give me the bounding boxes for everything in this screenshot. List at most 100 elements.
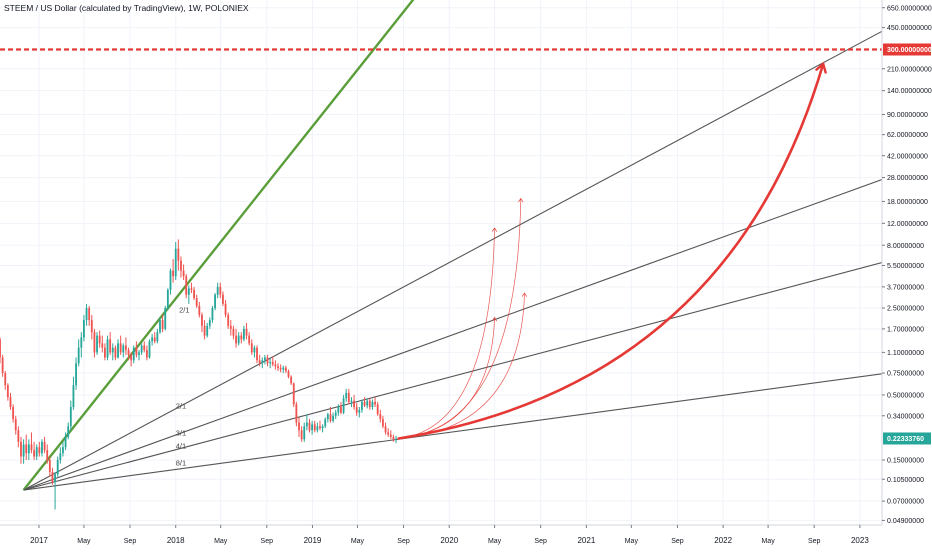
candle-body[interactable]: [277, 366, 279, 369]
candle-body[interactable]: [279, 368, 282, 370]
candle-body[interactable]: [216, 286, 219, 295]
candle-body[interactable]: [298, 422, 300, 431]
candle-body[interactable]: [295, 404, 298, 423]
candle-body[interactable]: [145, 349, 148, 358]
candle-body[interactable]: [190, 288, 193, 290]
projection-main-arrow[interactable]: [397, 62, 825, 440]
candle-body[interactable]: [266, 357, 269, 364]
candle-body[interactable]: [67, 426, 70, 437]
candle-body[interactable]: [140, 345, 143, 353]
candle-body[interactable]: [14, 419, 17, 431]
candle-body[interactable]: [274, 364, 277, 367]
candle-body[interactable]: [127, 349, 130, 355]
candle-body[interactable]: [326, 414, 329, 420]
candle-body[interactable]: [240, 335, 243, 340]
candle-body[interactable]: [62, 447, 64, 454]
candle-body[interactable]: [261, 360, 264, 364]
candle-body[interactable]: [334, 412, 337, 416]
candle-body[interactable]: [389, 434, 392, 437]
candle-body[interactable]: [151, 337, 154, 342]
candle-body[interactable]: [258, 360, 261, 364]
candle-body[interactable]: [208, 320, 211, 326]
candle-body[interactable]: [282, 367, 285, 370]
candle-body[interactable]: [256, 347, 258, 361]
candle-body[interactable]: [54, 474, 56, 482]
candle-body[interactable]: [106, 339, 109, 358]
candle-body[interactable]: [321, 426, 324, 429]
candle-body[interactable]: [148, 341, 151, 358]
candle-body[interactable]: [366, 400, 369, 406]
candle-body[interactable]: [46, 450, 49, 460]
candle-body[interactable]: [214, 294, 216, 309]
candle-body[interactable]: [12, 407, 15, 420]
candle-body[interactable]: [371, 401, 374, 408]
candle-body[interactable]: [119, 343, 122, 353]
x-axis[interactable]: 2017 May Sep 2018 May Sep 2019 May Sep 2020 May Sep…: [0, 524, 882, 550]
candle-body[interactable]: [358, 409, 361, 413]
green-trend-line[interactable]: [22, 0, 450, 491]
candle-body[interactable]: [316, 426, 319, 431]
candle-body[interactable]: [300, 430, 303, 440]
candle-body[interactable]: [311, 424, 314, 431]
candle-body[interactable]: [193, 289, 196, 299]
candle-body[interactable]: [195, 298, 198, 306]
candle-body[interactable]: [198, 305, 201, 315]
candle-body[interactable]: [156, 332, 159, 342]
candle-body[interactable]: [232, 328, 235, 336]
candle-body[interactable]: [345, 392, 348, 399]
candle-body[interactable]: [292, 383, 295, 405]
candle-body[interactable]: [80, 337, 83, 348]
candle-body[interactable]: [64, 436, 67, 448]
candle-body[interactable]: [361, 401, 363, 410]
candle-body[interactable]: [337, 407, 340, 413]
candle-body[interactable]: [103, 347, 106, 358]
candle-body[interactable]: [392, 436, 395, 440]
candle-body[interactable]: [376, 404, 379, 415]
candle-body[interactable]: [177, 248, 180, 261]
candle-body[interactable]: [308, 422, 311, 431]
candle-body[interactable]: [395, 438, 397, 440]
candle-body[interactable]: [211, 308, 214, 321]
candle-body[interactable]: [153, 337, 156, 342]
candle-body[interactable]: [130, 354, 133, 361]
candle-body[interactable]: [182, 270, 185, 277]
candle-body[interactable]: [174, 248, 177, 277]
candle-body[interactable]: [25, 444, 28, 454]
candle-body[interactable]: [59, 453, 62, 460]
candle-body[interactable]: [363, 401, 366, 406]
candle-body[interactable]: [219, 286, 222, 295]
candle-body[interactable]: [135, 347, 138, 355]
candle-body[interactable]: [159, 320, 161, 333]
candle-body[interactable]: [20, 441, 22, 457]
fan-line-upper[interactable]: [23, 30, 882, 491]
candle-body[interactable]: [287, 370, 290, 377]
candle-body[interactable]: [90, 320, 93, 333]
candle-body[interactable]: [48, 459, 51, 473]
candle-body[interactable]: [33, 450, 36, 457]
candle-body[interactable]: [347, 392, 350, 402]
candle-body[interactable]: [143, 345, 146, 350]
candle-body[interactable]: [1, 357, 4, 374]
candle-body[interactable]: [96, 335, 98, 353]
candle-body[interactable]: [35, 447, 38, 457]
candle-body[interactable]: [368, 400, 371, 408]
candle-body[interactable]: [271, 362, 274, 365]
candle-body[interactable]: [41, 441, 43, 454]
candle-body[interactable]: [379, 414, 382, 420]
candle-body[interactable]: [222, 294, 224, 304]
candle-body[interactable]: [303, 426, 306, 440]
candle-body[interactable]: [187, 288, 190, 295]
candle-body[interactable]: [161, 320, 164, 329]
candle-body[interactable]: [263, 357, 266, 361]
candle-body[interactable]: [353, 400, 355, 408]
candle-body[interactable]: [324, 419, 327, 427]
candle-body[interactable]: [38, 447, 41, 454]
candle-body[interactable]: [387, 432, 390, 435]
candle-body[interactable]: [374, 401, 376, 405]
candle-body[interactable]: [203, 325, 206, 336]
candle-body[interactable]: [72, 385, 75, 408]
candle-body[interactable]: [114, 347, 117, 358]
plot-area[interactable]: 2/1 2/1 3/1 4/1 8/1: [0, 0, 882, 525]
candle-body[interactable]: [164, 308, 167, 329]
candle-body[interactable]: [284, 367, 287, 371]
